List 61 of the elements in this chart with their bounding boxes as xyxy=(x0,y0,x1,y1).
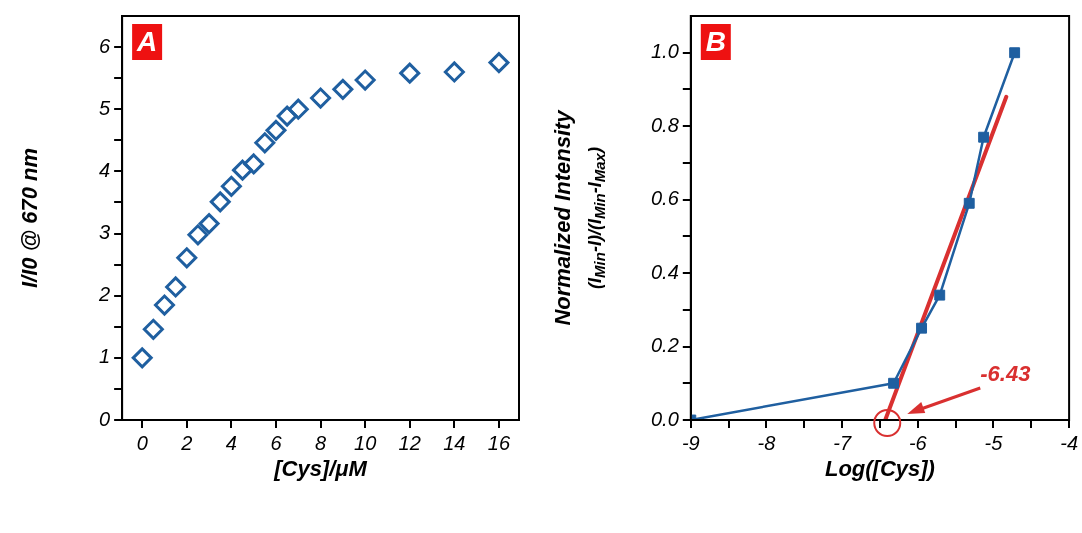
y-tick-label: 2 xyxy=(98,283,111,306)
y-tick-label: 1.0 xyxy=(650,40,679,63)
point xyxy=(254,132,276,154)
y-tick-label: 0.8 xyxy=(650,113,679,136)
point xyxy=(488,52,510,74)
point xyxy=(276,105,298,127)
annotation: -6.43 xyxy=(980,361,1031,387)
point xyxy=(963,197,975,209)
annotation: A xyxy=(136,25,158,57)
point xyxy=(978,131,990,143)
y-tick-label: 0.2 xyxy=(650,334,679,357)
y-tick-label: 0.4 xyxy=(650,260,679,283)
point xyxy=(916,322,928,334)
point xyxy=(934,289,946,301)
y-tick-label: 5 xyxy=(99,96,111,119)
point xyxy=(232,159,254,181)
point xyxy=(165,276,187,298)
x-tick-label: 4 xyxy=(225,431,237,454)
y-tick-label: 0 xyxy=(99,407,111,430)
x-tick-label: -6 xyxy=(908,431,928,454)
x-tick-label: 14 xyxy=(443,431,466,454)
annotation: B xyxy=(705,25,726,57)
point xyxy=(153,294,175,316)
point xyxy=(209,191,231,213)
point xyxy=(332,78,354,100)
point xyxy=(265,119,287,141)
x-tick-label: 6 xyxy=(270,431,283,454)
x-tick-label: -9 xyxy=(681,431,700,454)
point xyxy=(354,69,376,91)
point xyxy=(187,224,209,246)
x-tick-label: 0 xyxy=(136,431,148,454)
point xyxy=(220,175,242,197)
y-tick-label: 6 xyxy=(99,34,111,57)
x-tick-label: -8 xyxy=(757,431,776,454)
point xyxy=(888,377,900,389)
point xyxy=(399,62,421,84)
x-tick-label: 8 xyxy=(315,431,327,454)
x-tick-label: 12 xyxy=(398,431,421,454)
point xyxy=(176,247,198,269)
point xyxy=(142,318,164,340)
x-axis-title: [Cys]/μM xyxy=(274,456,367,482)
y-tick-label: 1 xyxy=(99,345,111,368)
y-axis-title: I/I0 @ 670 nm xyxy=(16,147,42,289)
x-tick-label: 10 xyxy=(354,431,377,454)
point xyxy=(443,61,465,83)
y-tick-label: 4 xyxy=(99,158,111,181)
x-tick-label: 2 xyxy=(180,431,193,454)
x-tick-label: -7 xyxy=(833,431,852,454)
x-tick-label: 16 xyxy=(487,431,511,454)
point xyxy=(243,153,265,175)
y-tick-label: 3 xyxy=(99,221,111,244)
point xyxy=(131,347,153,369)
y-tick-label: 0.0 xyxy=(650,407,679,430)
point xyxy=(1009,47,1021,59)
x-axis-title: Log([Cys]) xyxy=(824,456,935,482)
point xyxy=(198,213,220,235)
x-tick-label: -4 xyxy=(1060,431,1079,454)
point xyxy=(287,98,309,120)
y-tick-label: 0.6 xyxy=(650,187,680,210)
point xyxy=(310,87,332,109)
x-tick-label: -5 xyxy=(984,431,1004,454)
